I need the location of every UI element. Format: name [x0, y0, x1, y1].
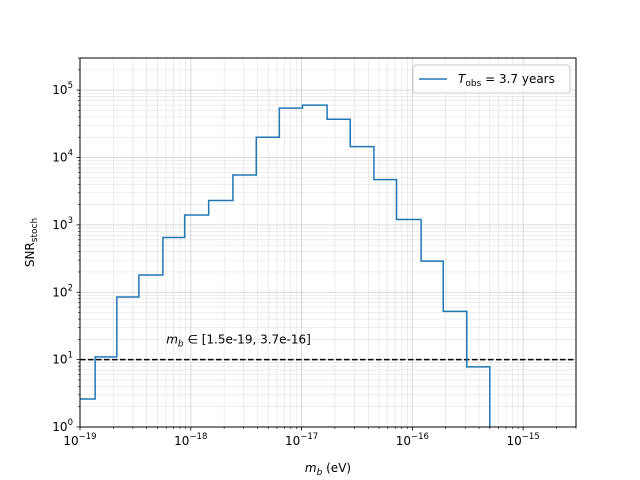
x-tick-label-base: 10	[63, 434, 78, 448]
snr-step-line	[80, 104, 491, 427]
minor-grid	[80, 57, 577, 427]
x-tick-label-exp: −18	[189, 432, 207, 442]
legend-label-sub: obs	[465, 79, 481, 89]
y-tick-label: 104	[52, 149, 73, 165]
y-tick-label: 101	[52, 351, 73, 367]
legend-label-rest: = 3.7 years	[481, 72, 555, 86]
legend-box	[412, 64, 571, 94]
series-layer	[80, 104, 491, 427]
legend-label-main: T	[458, 72, 467, 86]
x-tick-label: 10−16	[396, 432, 429, 448]
y-axis-label-sub: stoch	[30, 218, 40, 242]
y-axis-label-main: SNR	[23, 242, 37, 267]
annotation-main: m	[166, 332, 178, 346]
legend: Tobs = 3.7 years	[412, 64, 571, 94]
y-tick-label: 100	[52, 418, 73, 434]
x-tick-label-exp: −17	[300, 432, 318, 442]
x-tick-label-exp: −19	[79, 432, 97, 442]
y-tick-label-base: 10	[52, 353, 67, 367]
x-tick-label: 10−18	[174, 432, 207, 448]
y-tick-label-base: 10	[52, 83, 67, 97]
y-tick-label-base: 10	[52, 151, 67, 165]
x-axis-label: mb (eV)	[305, 461, 351, 478]
ticks-layer	[76, 57, 577, 431]
annotation-sub: b	[178, 339, 184, 349]
x-tick-label-base: 10	[174, 434, 189, 448]
y-tick-label-exp: 2	[68, 283, 73, 293]
legend-label: Tobs = 3.7 years	[458, 72, 555, 89]
x-axis-label-sub: b	[317, 468, 323, 478]
y-tick-label-exp: 3	[68, 216, 73, 226]
y-tick-label-exp: 5	[68, 81, 73, 91]
x-tick-label-base: 10	[507, 434, 522, 448]
y-tick-label: 102	[52, 283, 73, 299]
y-tick-label-base: 10	[52, 285, 67, 299]
x-tick-label-base: 10	[285, 434, 300, 448]
y-tick-label-exp: 0	[68, 418, 73, 428]
x-tick-label-exp: −15	[522, 432, 540, 442]
y-tick-label-exp: 1	[68, 351, 73, 361]
y-axis-label: SNRstoch	[23, 218, 40, 267]
x-tick-label-exp: −16	[411, 432, 429, 442]
mass-range-annotation: mb ∈ [1.5e-19, 3.7e-16]	[166, 332, 311, 349]
x-tick-label: 10−19	[63, 432, 96, 448]
y-tick-label-base: 10	[52, 218, 67, 232]
x-tick-label: 10−15	[507, 432, 540, 448]
y-tick-label: 105	[52, 81, 73, 97]
annotation-rest: ∈ [1.5e-19, 3.7e-16]	[184, 332, 311, 346]
plot-frame	[79, 57, 577, 428]
x-tick-label-base: 10	[396, 434, 411, 448]
x-tick-label: 10−17	[285, 432, 318, 448]
y-tick-label: 103	[52, 216, 73, 232]
x-tick-labels: 10−19 10−18 10−17 10−16 10−15	[63, 432, 539, 448]
y-tick-label-base: 10	[52, 420, 67, 434]
y-tick-label-exp: 4	[68, 149, 73, 159]
x-axis-label-main: m	[305, 461, 317, 475]
x-axis-label-unit: (eV)	[322, 461, 351, 475]
